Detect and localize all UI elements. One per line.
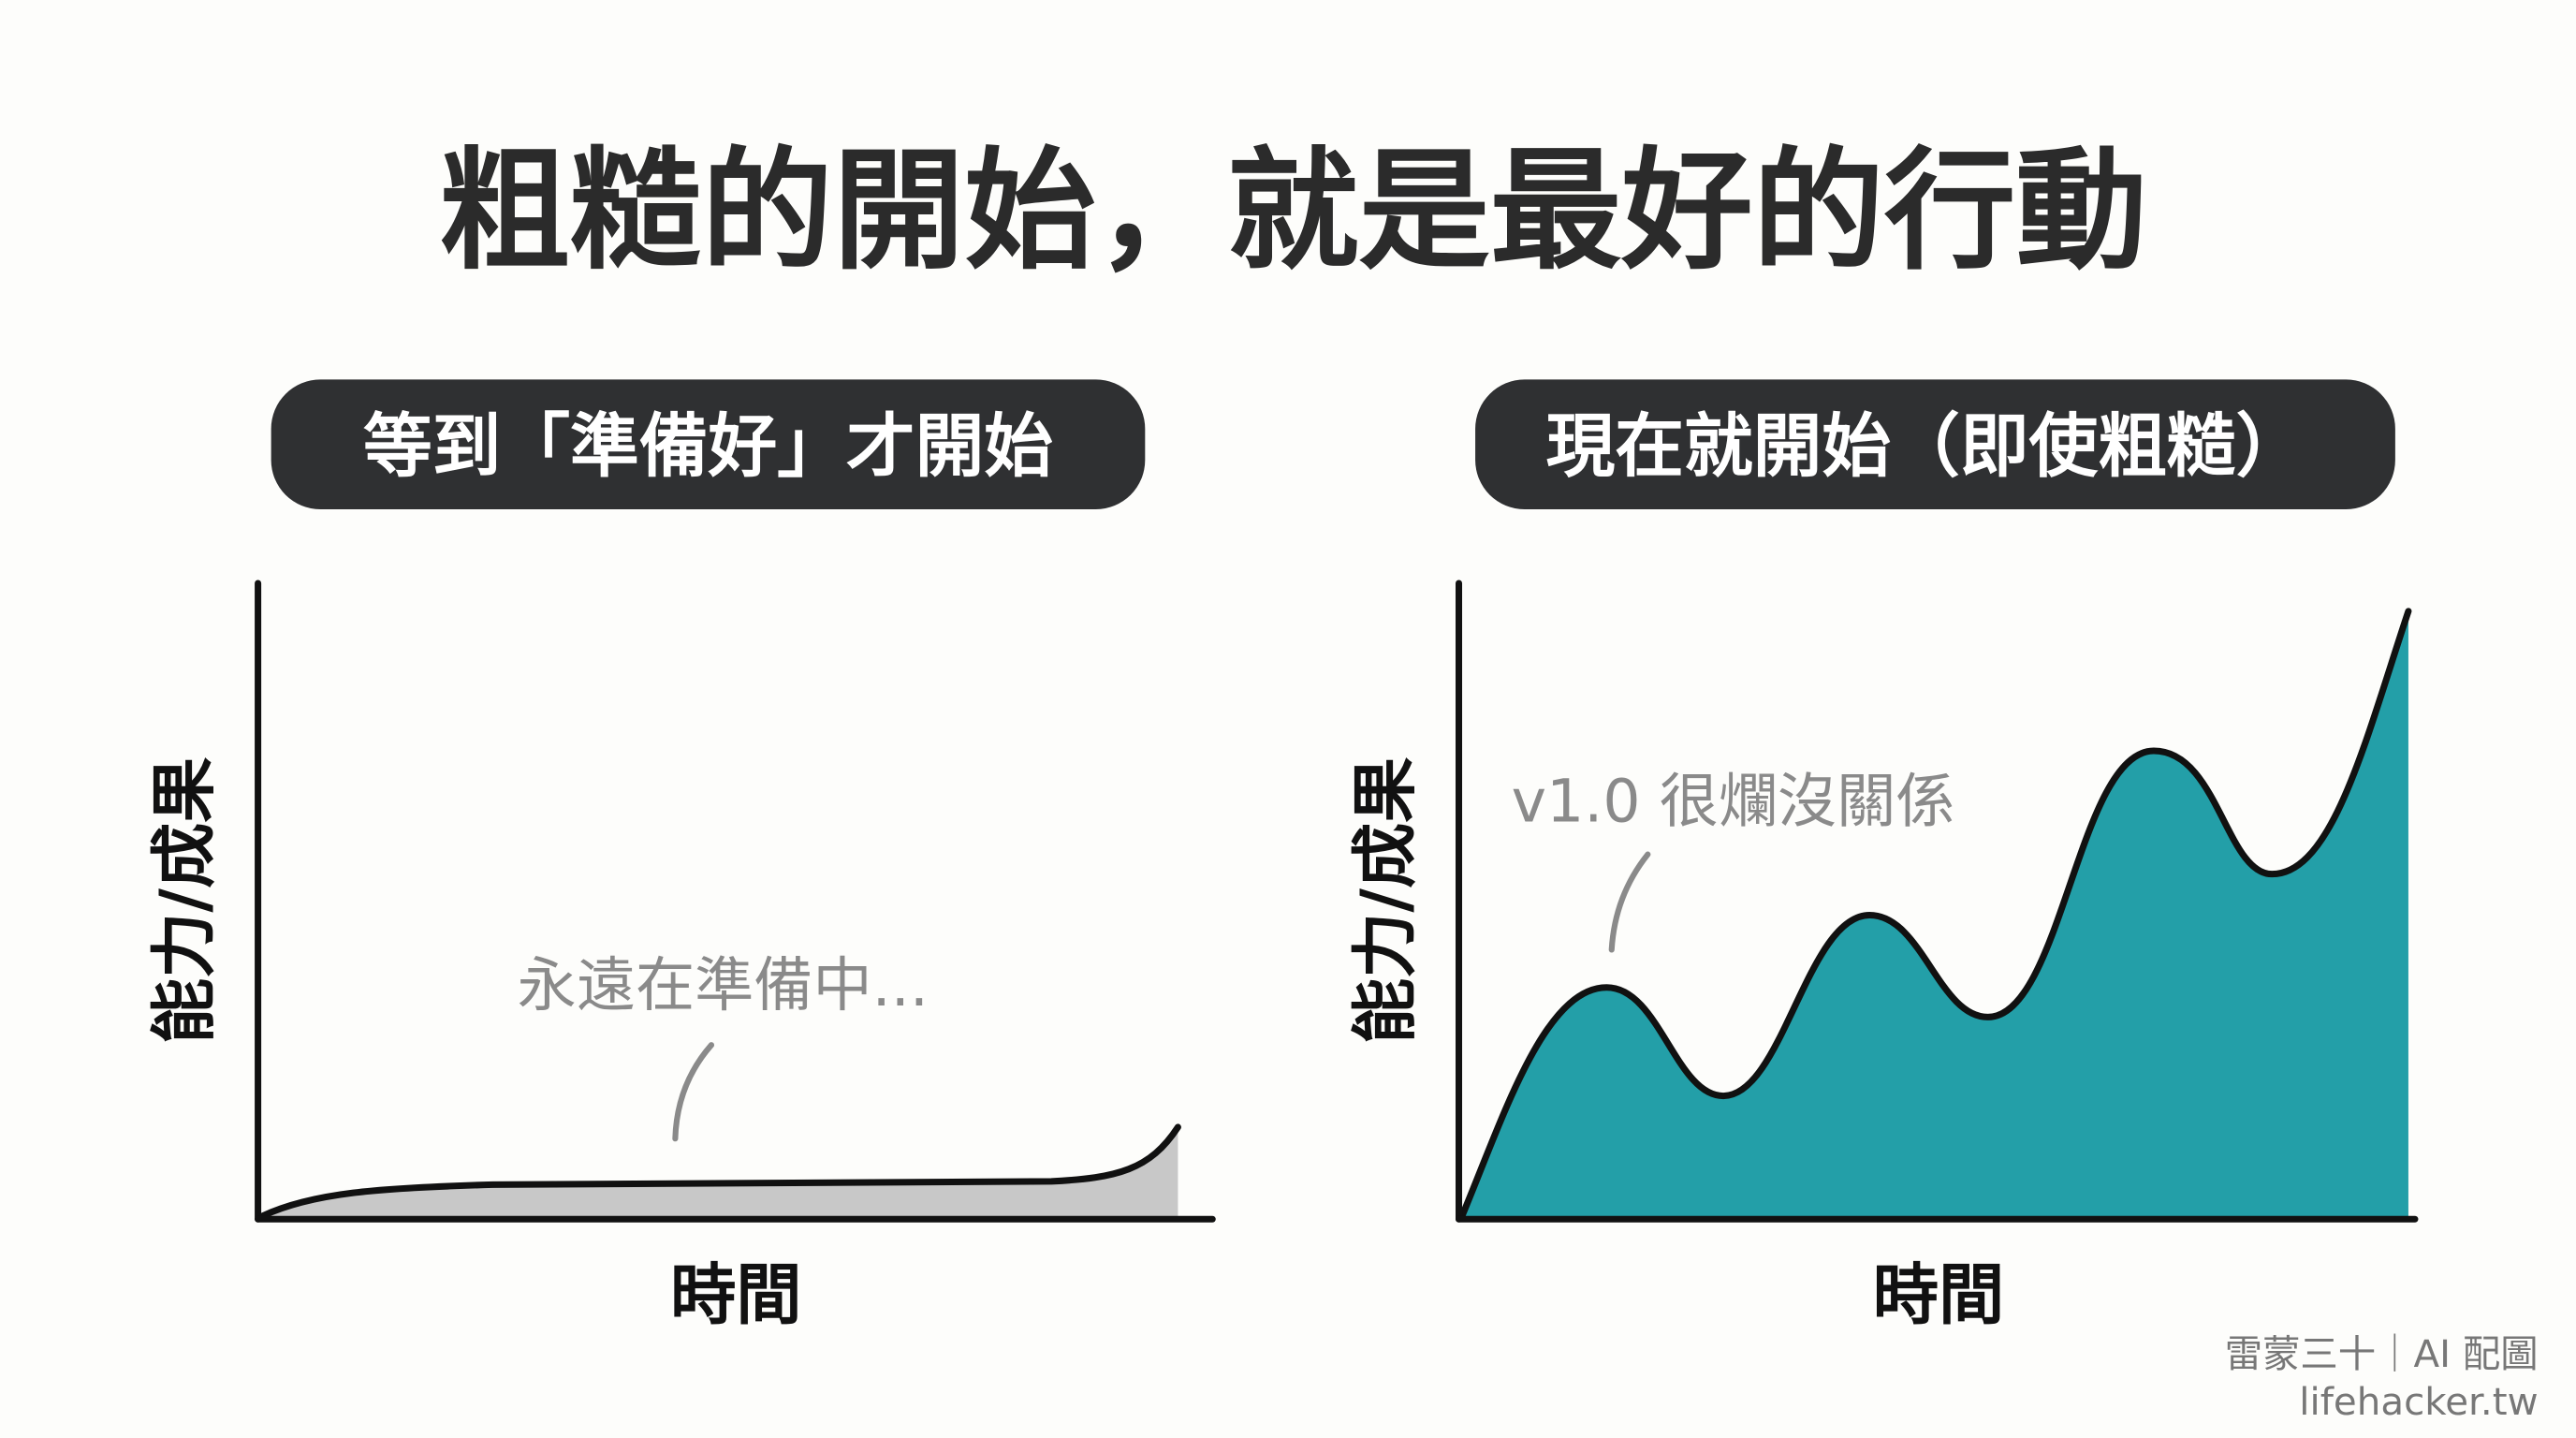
left-annotation: 永遠在準備中... xyxy=(518,950,929,1020)
right-curve xyxy=(1458,608,2412,1220)
left-annotation-pointer xyxy=(672,1042,715,1142)
right-heading-pill xyxy=(1475,379,2395,510)
watermark-credit: 雷蒙三十｜AI 配圖 xyxy=(2225,1332,2539,1376)
right-panel: 現在就開始（即使粗糙） 能力/成果 時間 v1.0 很爛沒關係 xyxy=(1347,379,2419,1334)
right-heading: 現在就開始（即使粗糙） xyxy=(1546,407,2305,487)
right-annotation-pointer xyxy=(1608,851,1651,953)
left-panel: 等到「準備好」才開始 能力/成果 時間 永遠在準備中... xyxy=(146,379,1216,1334)
right-x-axis-label: 時間 xyxy=(1873,1257,2004,1334)
left-area-fill xyxy=(262,1126,1178,1220)
right-y-axis-label: 能力/成果 xyxy=(1347,757,1424,1044)
left-heading-pill xyxy=(271,379,1146,510)
left-x-axis-label: 時間 xyxy=(670,1257,801,1334)
left-curve xyxy=(259,1123,1181,1220)
right-annotation: v1.0 很爛沒關係 xyxy=(1512,767,1955,836)
left-y-axis-label: 能力/成果 xyxy=(146,757,223,1044)
page-title: 粗糙的開始，就是最好的行動 xyxy=(439,136,2147,288)
right-area-fill xyxy=(1462,610,2408,1220)
left-heading: 等到「準備好」才開始 xyxy=(363,407,1053,487)
watermark-site: lifehacker.tw xyxy=(2299,1380,2538,1424)
